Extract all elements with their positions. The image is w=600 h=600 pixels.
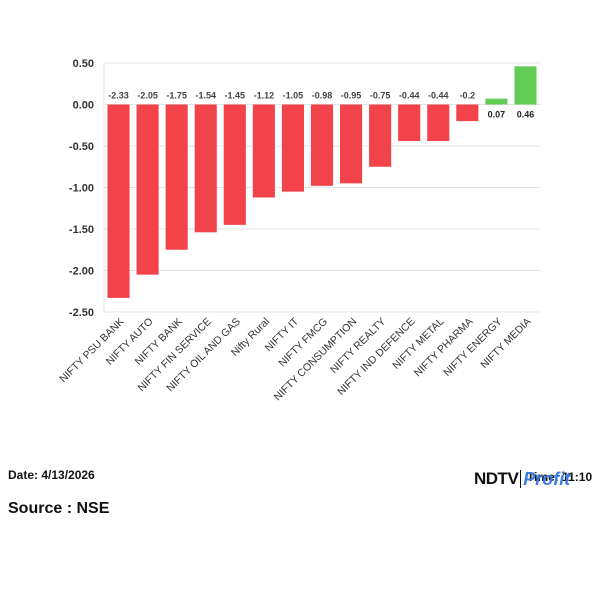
data-label: -1.75: [166, 91, 187, 101]
data-label: 0.46: [517, 110, 535, 120]
y-tick-label: 0.00: [73, 100, 94, 112]
bar: [165, 104, 188, 250]
bar: [514, 66, 537, 105]
bar-chart: 0.500.00-0.50-1.00-1.50-2.00-2.50 -2.33-…: [57, 58, 540, 403]
bars: [107, 66, 537, 298]
bar: [340, 104, 363, 184]
bar: [281, 104, 304, 192]
y-tick-label: -2.50: [69, 307, 94, 319]
data-label: -0.44: [399, 91, 420, 101]
bar: [369, 104, 392, 167]
bar: [107, 104, 130, 298]
source-label: Source : NSE: [8, 500, 110, 517]
ndtv-profit-logo: NDTV Profit: [474, 468, 570, 490]
bar: [252, 104, 275, 198]
bar: [136, 104, 159, 275]
y-axis: 0.50 0.00 -0.50 -1.00 -1.50 -2.00 -2.50: [69, 58, 94, 319]
bar: [456, 104, 479, 122]
data-label: -0.95: [341, 91, 362, 101]
date-label: Date: 4/13/2026: [8, 468, 95, 482]
data-label: -2.33: [108, 91, 129, 101]
bar: [485, 98, 508, 105]
y-tick-label: -1.00: [69, 183, 94, 195]
data-label: -0.2: [460, 91, 476, 101]
data-label: -2.05: [137, 91, 158, 101]
bar: [223, 104, 246, 225]
bar: [398, 104, 421, 142]
bar: [310, 104, 334, 186]
data-label: -1.45: [225, 91, 246, 101]
profit-logo-text: Profit: [523, 468, 571, 489]
ndtv-logo-text: NDTV: [474, 469, 519, 488]
y-tick-label: 0.50: [73, 58, 94, 70]
logo-separator: [520, 470, 522, 488]
data-labels: -2.33 -2.05 -1.75 -1.54 -1.45 -1.12 -1.05 -0.98…: [108, 91, 534, 120]
data-label: -1.12: [254, 91, 275, 101]
data-label: -0.98: [312, 91, 333, 101]
bar: [194, 104, 217, 233]
data-label: -1.54: [195, 91, 216, 101]
bar: [427, 104, 450, 142]
y-tick-label: -1.50: [69, 224, 94, 236]
y-tick-label: -0.50: [69, 141, 94, 153]
data-label: -0.44: [428, 91, 449, 101]
data-label: 0.07: [488, 110, 506, 120]
y-tick-label: -2.00: [69, 266, 94, 278]
data-label: -1.05: [283, 91, 304, 101]
time-label: Time: 11:10: [527, 470, 593, 484]
data-label: -0.75: [370, 91, 391, 101]
